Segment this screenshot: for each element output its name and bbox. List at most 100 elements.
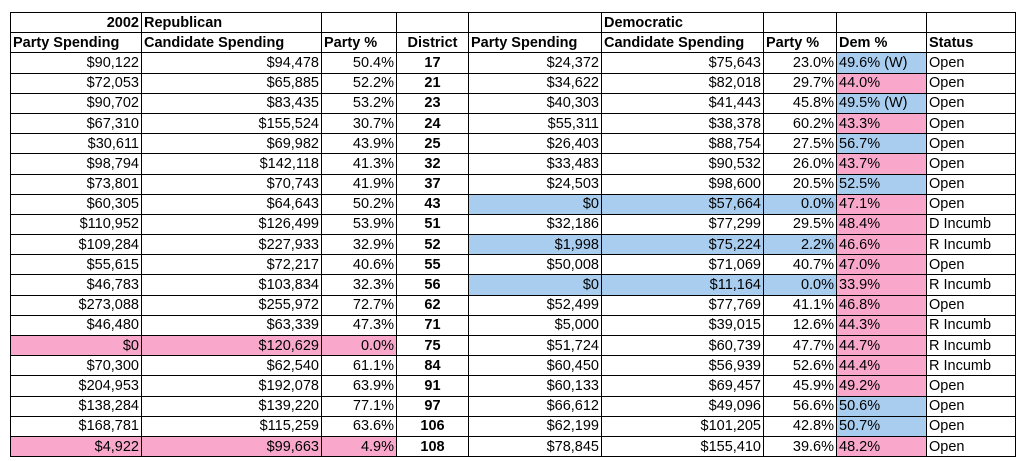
col-header-dem-pct: Dem % [836,32,927,54]
dem-pct-cell: 43.3% [836,112,927,135]
dem-pct-cell: 33.9% [836,274,927,296]
blank-cell [468,11,602,34]
dem-party-spending-cell: $26,403 [468,133,602,155]
dem-candidate-spending-cell: $88,754 [601,133,764,155]
dem-candidate-spending-cell: $57,664 [601,193,764,215]
rep-party-spending-cell: $46,783 [10,274,142,296]
rep-party-spending-cell: $90,122 [10,52,142,74]
table-row: $109,284 $227,933 32.9% 52 $1,998 $75,224 2.2%… [10,234,1016,256]
rep-party-pct-cell: 72.7% [321,294,397,316]
dem-candidate-spending-cell: $82,018 [601,72,764,94]
table-row: $0 $120,629 0.0% 75 $51,724 $60,739 47.7% 44.7%… [10,334,1016,357]
column-header-row: Party Spending Candidate Spending Party … [10,32,1016,54]
table-row: $46,783 $103,834 32.3% 56 $0 $11,164 0.0% 33.9%… [10,274,1016,296]
district-cell: 62 [396,294,469,316]
status-cell: Open [926,52,1016,74]
dem-candidate-spending-cell: $90,532 [601,153,764,175]
rep-candidate-spending-cell: $142,118 [141,153,322,175]
dem-candidate-spending-cell: $101,205 [601,415,764,437]
dem-party-pct-cell: 27.5% [763,133,837,155]
status-cell: Open [926,153,1016,175]
dem-party-spending-cell: $66,612 [468,395,602,417]
rep-party-pct-cell: 43.9% [321,133,397,155]
dem-pct-cell: 49.6% (W) [836,52,927,74]
dem-party-pct-cell: 20.5% [763,173,837,195]
table-row: $73,801 $70,743 41.9% 37 $24,503 $98,600 20.5%… [10,173,1016,195]
rep-party-pct-cell: 30.7% [321,112,397,135]
dem-pct-cell: 44.3% [836,314,927,337]
district-cell: 91 [396,375,469,397]
rep-candidate-spending-cell: $69,982 [141,133,322,155]
rep-party-spending-cell: $98,794 [10,153,142,175]
dem-party-pct-cell: 23.0% [763,52,837,74]
table-row: $4,922 $99,663 4.9% 108 $78,845 $155,410 39.6%… [10,435,1016,458]
dem-pct-cell: 49.5% (W) [836,92,927,114]
dem-party-spending-cell: $60,133 [468,375,602,397]
district-cell: 56 [396,274,469,296]
dem-party-pct-cell: 45.8% [763,92,837,114]
dem-party-pct-cell: 56.6% [763,395,837,417]
dem-party-spending-cell: $52,499 [468,294,602,316]
district-cell: 55 [396,254,469,276]
table-row: $98,794 $142,118 41.3% 32 $33,483 $90,532 26.0… [10,153,1016,175]
dem-candidate-spending-cell: $71,069 [601,254,764,276]
rep-candidate-spending-cell: $83,435 [141,92,322,114]
dem-pct-cell: 47.1% [836,193,927,215]
blank-cell [926,11,1016,34]
dem-pct-cell: 56.7% [836,133,927,155]
rep-party-spending-cell: $273,088 [10,294,142,316]
col-header-dem-party-spending: Party Spending [468,32,602,54]
status-cell: R Incumb [926,355,1016,377]
republican-group-label: Republican [141,11,322,34]
rep-candidate-spending-cell: $155,524 [141,112,322,135]
dem-party-spending-cell: $32,186 [468,213,602,236]
dem-pct-cell: 49.2% [836,375,927,397]
rep-party-pct-cell: 32.9% [321,234,397,256]
dem-party-pct-cell: 29.5% [763,213,837,236]
dem-party-spending-cell: $24,372 [468,52,602,74]
rep-party-pct-cell: 63.9% [321,375,397,397]
status-cell: Open [926,375,1016,397]
col-header-rep-party-pct: Party % [321,32,397,54]
dem-candidate-spending-cell: $11,164 [601,274,764,296]
rep-party-pct-cell: 40.6% [321,254,397,276]
rep-candidate-spending-cell: $94,478 [141,52,322,74]
dem-party-spending-cell: $0 [468,274,602,296]
rep-candidate-spending-cell: $120,629 [141,334,322,357]
dem-party-pct-cell: 2.2% [763,234,837,256]
status-cell: Open [926,395,1016,417]
dem-candidate-spending-cell: $41,443 [601,92,764,114]
rep-party-spending-cell: $72,053 [10,72,142,94]
district-cell: 25 [396,133,469,155]
dem-pct-cell: 44.4% [836,355,927,377]
rep-candidate-spending-cell: $72,217 [141,254,322,276]
rep-party-pct-cell: 53.9% [321,213,397,236]
rep-candidate-spending-cell: $99,663 [141,435,322,458]
rep-party-spending-cell: $67,310 [10,112,142,135]
dem-party-pct-cell: 52.6% [763,355,837,377]
status-cell: Open [926,254,1016,276]
rep-candidate-spending-cell: $65,885 [141,72,322,94]
rep-party-pct-cell: 53.2% [321,92,397,114]
rep-party-spending-cell: $204,953 [10,375,142,397]
dem-party-pct-cell: 60.2% [763,112,837,135]
dem-party-pct-cell: 12.6% [763,314,837,337]
dem-party-spending-cell: $24,503 [468,173,602,195]
rep-party-spending-cell: $0 [10,334,142,357]
table-row: $46,480 $63,339 47.3% 71 $5,000 $39,015 12.6% 4… [10,314,1016,337]
dem-party-pct-cell: 42.8% [763,415,837,437]
rep-party-pct-cell: 50.2% [321,193,397,215]
rep-party-pct-cell: 61.1% [321,355,397,377]
dem-pct-cell: 48.2% [836,435,927,458]
dem-candidate-spending-cell: $98,600 [601,173,764,195]
dem-pct-cell: 44.0% [836,72,927,94]
table-body: 2002 Republican Democratic Party Spendin… [10,11,1016,458]
dem-pct-cell: 50.7% [836,415,927,437]
status-cell: Open [926,133,1016,155]
rep-party-spending-cell: $109,284 [10,234,142,256]
table-row: $204,953 $192,078 63.9% 91 $60,133 $69,457 45.… [10,375,1016,397]
table-row: $138,284 $139,220 77.1% 97 $66,612 $49,096 56.… [10,395,1016,417]
dem-party-spending-cell: $0 [468,193,602,215]
status-cell: Open [926,92,1016,114]
dem-candidate-spending-cell: $39,015 [601,314,764,337]
